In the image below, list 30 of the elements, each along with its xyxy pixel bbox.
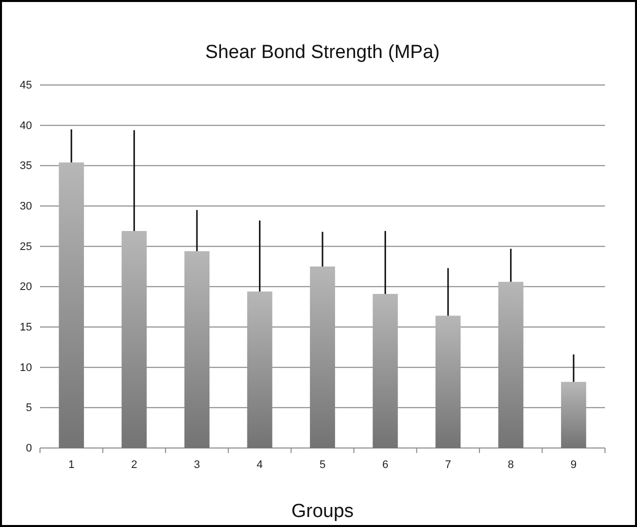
y-tick-label: 25 — [20, 240, 32, 253]
y-tick-label: 0 — [26, 442, 32, 455]
x-tick-label: 4 — [256, 458, 263, 471]
bar — [561, 382, 586, 448]
x-tick-label: 2 — [131, 458, 138, 471]
x-axis-title: Groups — [291, 501, 354, 522]
y-tick-label: 10 — [20, 362, 32, 374]
x-tick-label: 9 — [570, 458, 577, 471]
x-tick-label: 6 — [382, 458, 388, 471]
bar — [436, 316, 461, 448]
bar — [372, 294, 398, 448]
y-tick-label: 5 — [26, 402, 32, 414]
y-tick-label: 15 — [20, 322, 32, 334]
x-tick-label: 7 — [444, 458, 452, 471]
y-tick-label: 35 — [20, 160, 32, 172]
x-tick-label: 8 — [508, 458, 514, 471]
y-tick-label: 45 — [20, 80, 32, 92]
y-tick-label: 30 — [20, 200, 32, 213]
y-tick-label: 40 — [20, 120, 32, 132]
x-tick-label: 1 — [68, 458, 74, 471]
x-tick-label: 3 — [194, 458, 200, 471]
chart-title: Shear Bond Strength (MPa) — [205, 42, 440, 63]
bar — [247, 292, 272, 448]
bar — [58, 162, 84, 448]
bar — [122, 231, 147, 448]
bar — [310, 266, 336, 448]
x-tick-label: 5 — [319, 458, 326, 471]
bar — [184, 251, 210, 448]
bar — [498, 282, 524, 448]
y-tick-label: 20 — [20, 281, 32, 294]
